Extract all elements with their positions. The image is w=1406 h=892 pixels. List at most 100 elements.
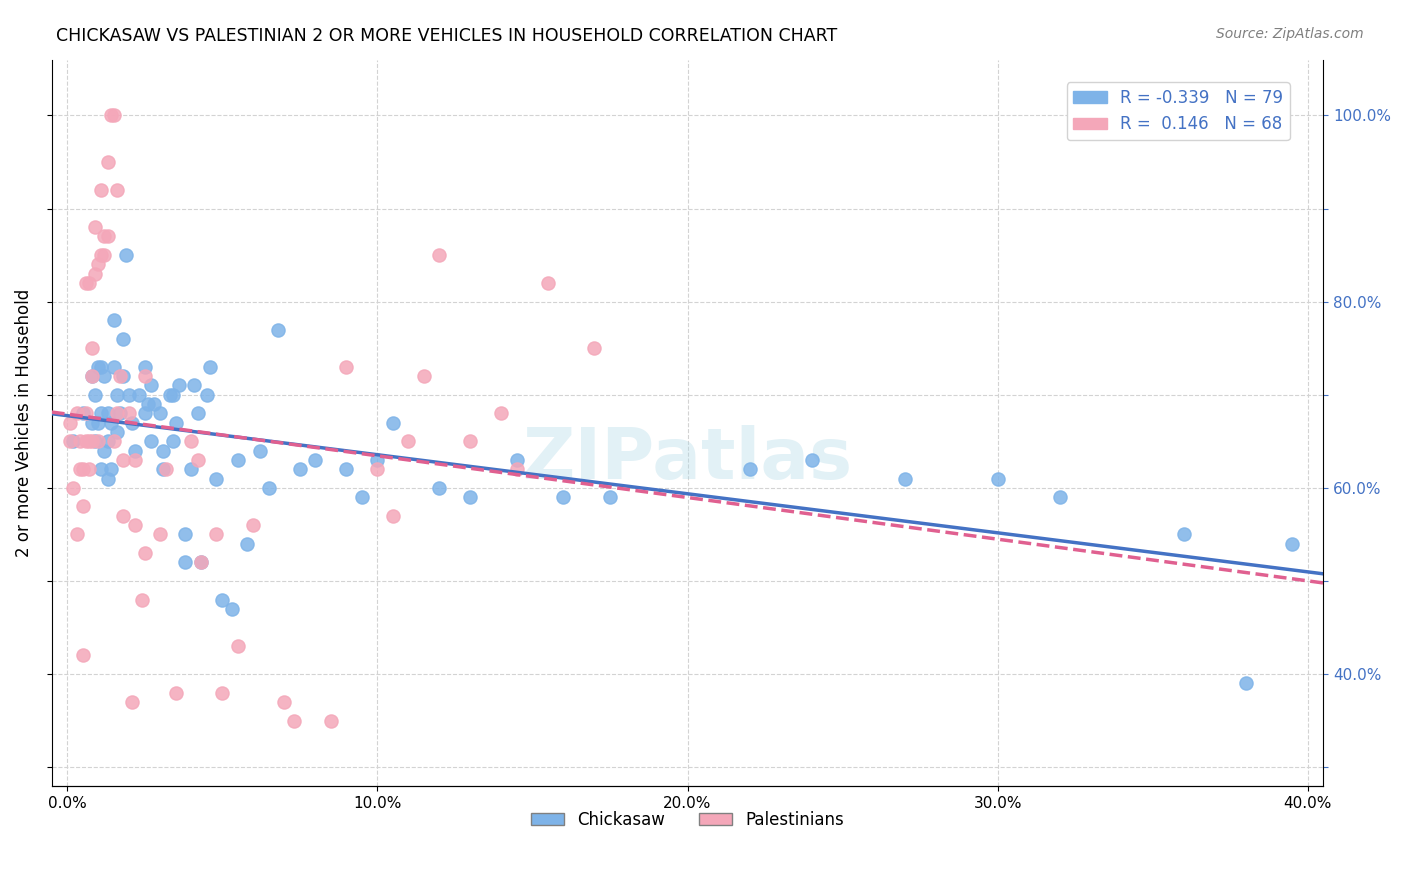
Point <box>381 416 404 430</box>
Point <box>162 388 184 402</box>
Point <box>105 388 128 402</box>
Point <box>90 359 112 374</box>
Point <box>134 406 156 420</box>
Point <box>1173 527 1195 541</box>
Point <box>198 359 221 374</box>
Point <box>893 471 915 485</box>
Point <box>108 406 131 420</box>
Point <box>159 388 181 402</box>
Point <box>460 490 482 504</box>
Point <box>1281 537 1303 551</box>
Point <box>186 406 208 420</box>
Point <box>335 462 357 476</box>
Point <box>90 406 112 420</box>
Point <box>211 686 233 700</box>
Point <box>350 490 373 504</box>
Point <box>136 397 159 411</box>
Point <box>84 267 107 281</box>
Point <box>506 462 529 476</box>
Point <box>205 527 228 541</box>
Point <box>180 434 202 449</box>
Point <box>273 695 295 709</box>
Point <box>249 443 271 458</box>
Point <box>143 397 166 411</box>
Point <box>84 434 107 449</box>
Point <box>87 416 110 430</box>
Point <box>72 406 94 420</box>
Point <box>118 388 141 402</box>
Point <box>72 500 94 514</box>
Point <box>396 434 419 449</box>
Point <box>62 434 84 449</box>
Point <box>139 434 162 449</box>
Point <box>75 406 97 420</box>
Point <box>195 388 218 402</box>
Point <box>118 406 141 420</box>
Point <box>226 639 249 653</box>
Point <box>149 406 172 420</box>
Point <box>100 416 122 430</box>
Point <box>75 434 97 449</box>
Point <box>112 332 135 346</box>
Point <box>152 462 174 476</box>
Point <box>366 462 388 476</box>
Point <box>72 462 94 476</box>
Point <box>242 518 264 533</box>
Point <box>583 341 606 355</box>
Point <box>112 453 135 467</box>
Point <box>553 490 575 504</box>
Point <box>319 714 342 728</box>
Point <box>226 453 249 467</box>
Point <box>105 183 128 197</box>
Point <box>93 229 115 244</box>
Point <box>84 388 107 402</box>
Point <box>108 369 131 384</box>
Point <box>75 276 97 290</box>
Point <box>167 378 190 392</box>
Point <box>124 453 146 467</box>
Point <box>221 602 243 616</box>
Point <box>987 471 1010 485</box>
Point <box>103 359 125 374</box>
Point <box>69 434 91 449</box>
Point <box>165 416 187 430</box>
Point <box>165 686 187 700</box>
Point <box>62 481 84 495</box>
Point <box>211 592 233 607</box>
Point <box>77 276 100 290</box>
Point <box>121 416 143 430</box>
Point <box>267 322 290 336</box>
Point <box>100 462 122 476</box>
Point <box>80 369 103 384</box>
Point <box>1049 490 1071 504</box>
Point <box>506 453 529 467</box>
Point <box>93 369 115 384</box>
Point <box>162 434 184 449</box>
Point <box>93 443 115 458</box>
Point <box>90 462 112 476</box>
Text: Source: ZipAtlas.com: Source: ZipAtlas.com <box>1216 27 1364 41</box>
Point <box>236 537 259 551</box>
Point <box>103 108 125 122</box>
Point <box>80 369 103 384</box>
Point <box>80 416 103 430</box>
Point <box>800 453 823 467</box>
Point <box>65 527 87 541</box>
Point <box>87 434 110 449</box>
Point <box>149 527 172 541</box>
Point <box>174 555 197 569</box>
Point <box>366 453 388 467</box>
Point <box>205 471 228 485</box>
Point <box>139 378 162 392</box>
Text: CHICKASAW VS PALESTINIAN 2 OR MORE VEHICLES IN HOUSEHOLD CORRELATION CHART: CHICKASAW VS PALESTINIAN 2 OR MORE VEHIC… <box>56 27 838 45</box>
Point <box>131 592 153 607</box>
Legend: Chickasaw, Palestinians: Chickasaw, Palestinians <box>524 805 851 836</box>
Point <box>124 443 146 458</box>
Point <box>190 555 212 569</box>
Point <box>134 369 156 384</box>
Point <box>103 434 125 449</box>
Point <box>186 453 208 467</box>
Point <box>87 359 110 374</box>
Point <box>190 555 212 569</box>
Point <box>90 183 112 197</box>
